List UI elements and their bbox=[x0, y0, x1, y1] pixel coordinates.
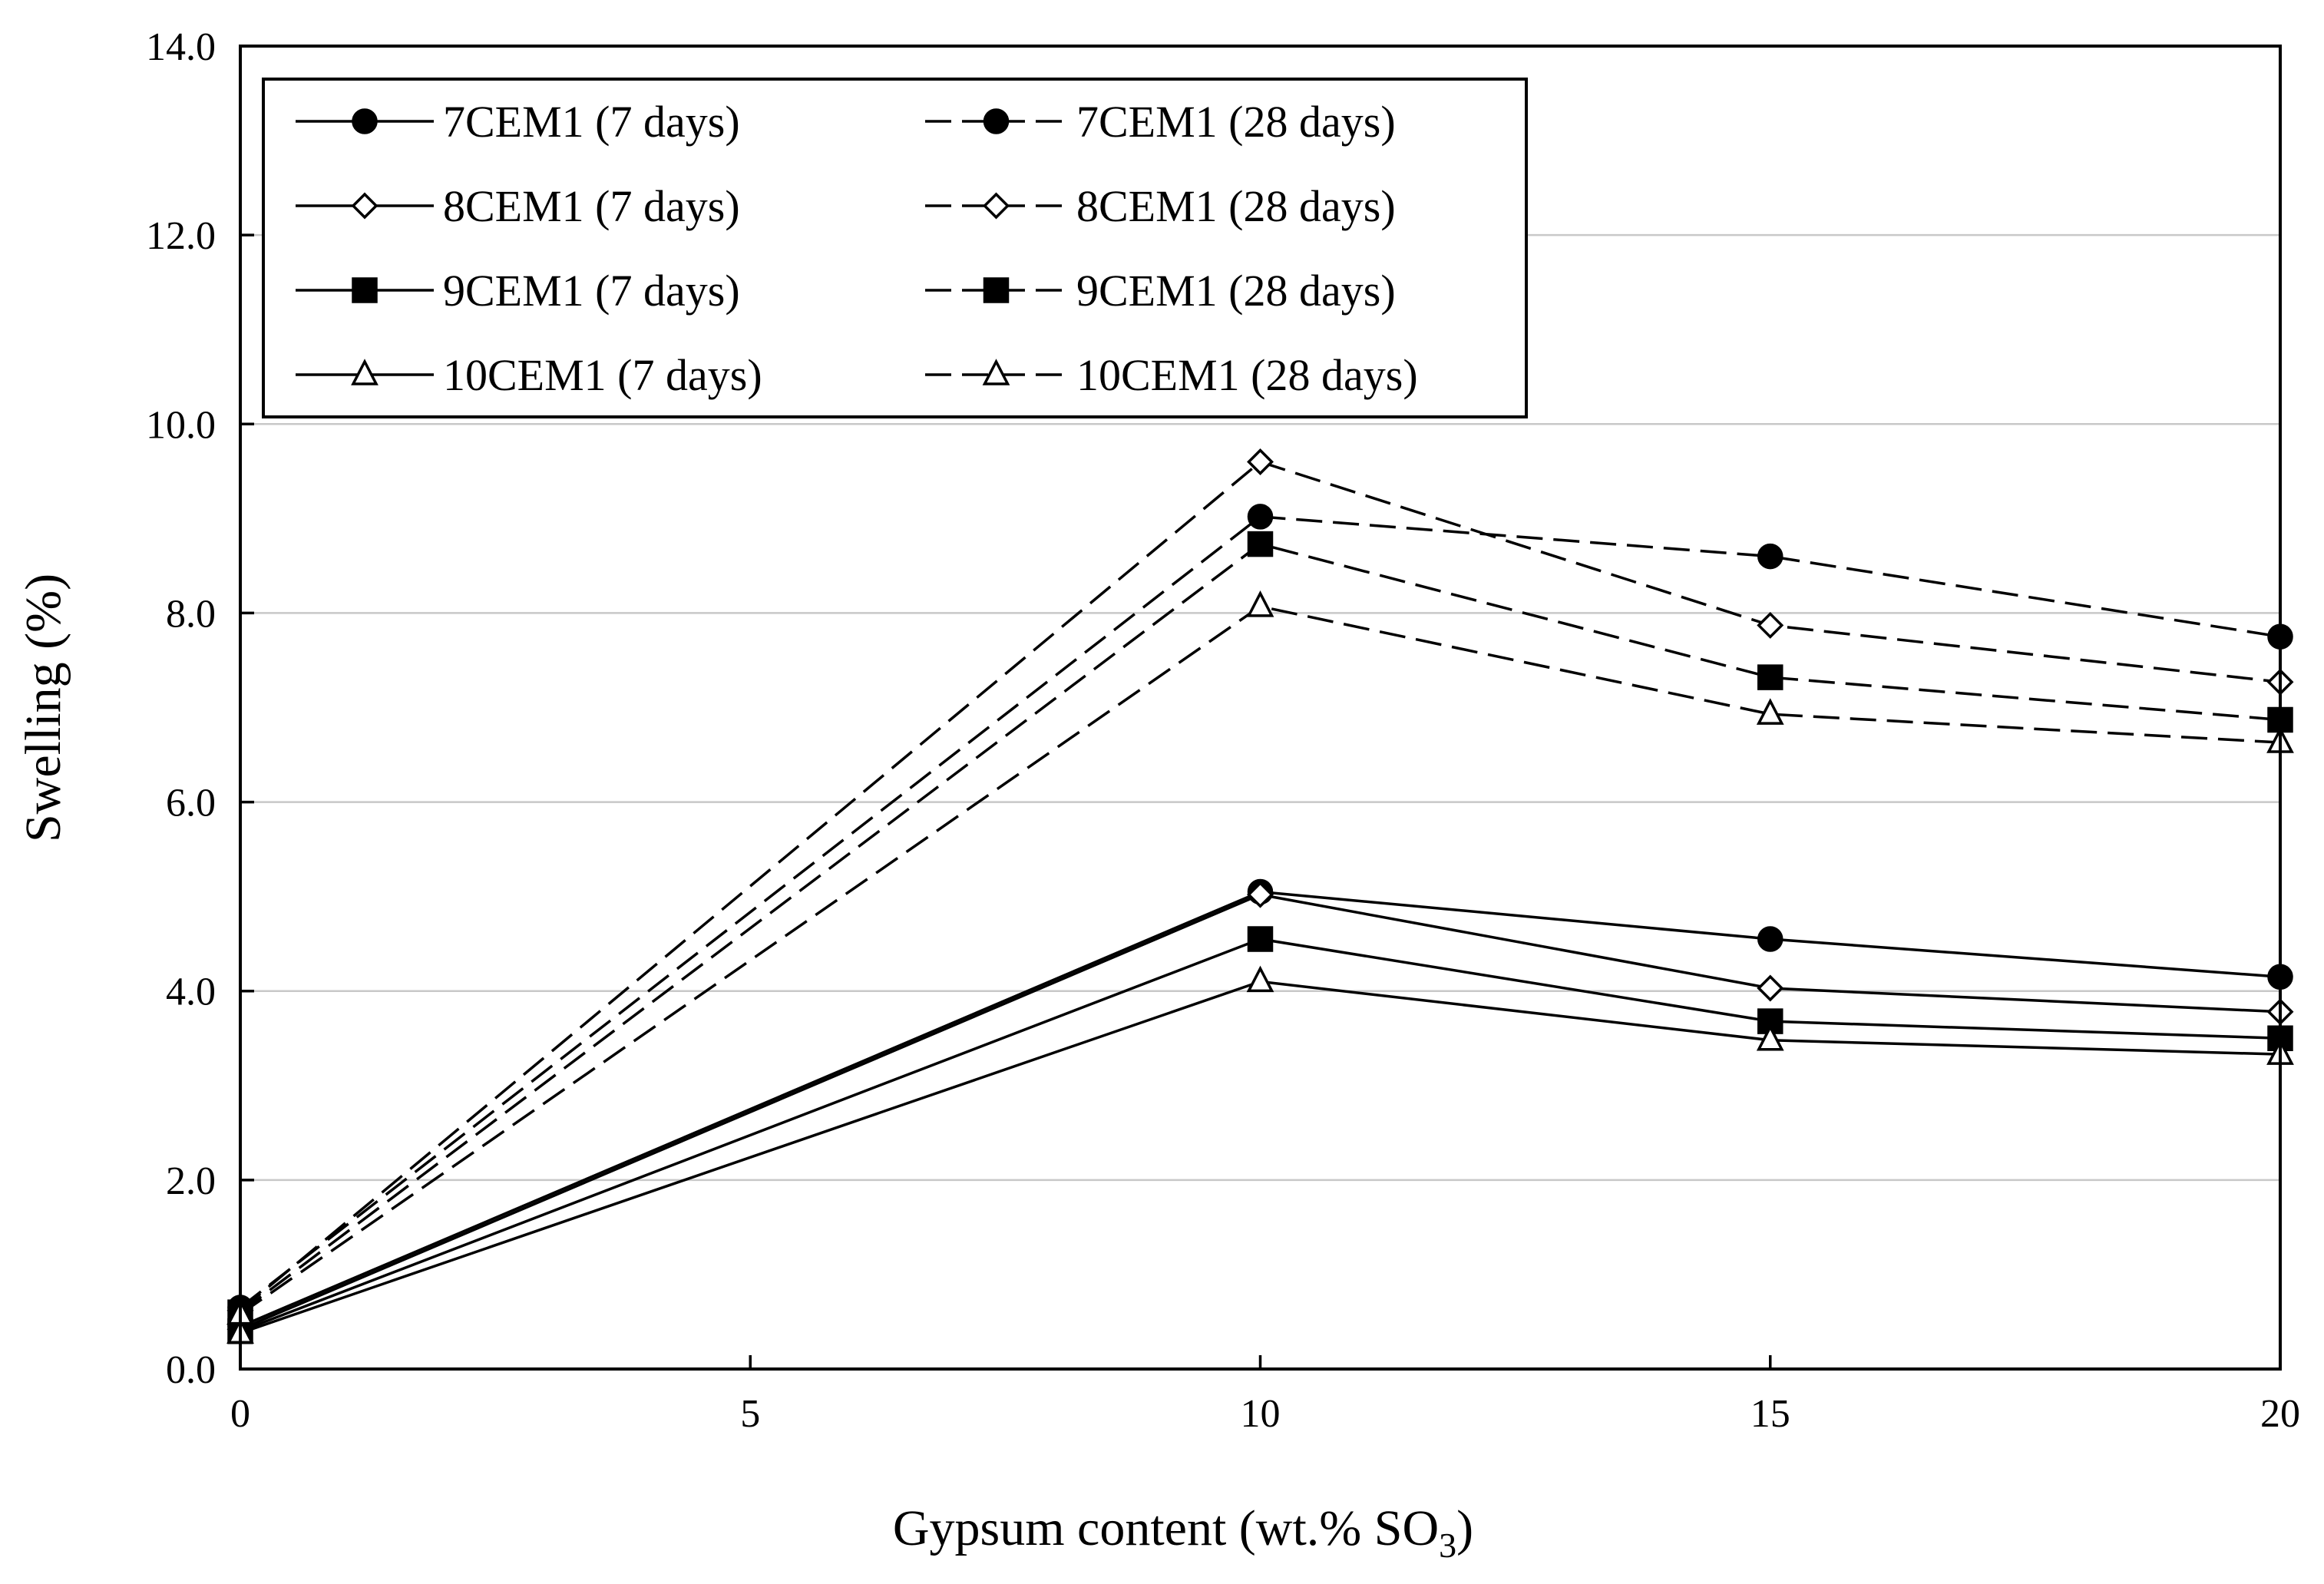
legend-label-10cem1-7-days: 10CEM1 (7 days) bbox=[443, 350, 762, 400]
x-tick-label-20: 20 bbox=[2260, 1392, 2300, 1436]
y-tick-label-4: 4.0 bbox=[166, 971, 216, 1014]
series-line-9cem1-7-days bbox=[240, 938, 2281, 1333]
point-9cem1-7-days-x10 bbox=[1247, 926, 1274, 952]
x-axis: 0 5 10 15 20 bbox=[230, 1355, 2300, 1436]
legend-label-8cem1-7-days: 8CEM1 (7 days) bbox=[443, 181, 740, 231]
point-10cem1-28-days-x10 bbox=[1246, 590, 1274, 617]
legend-marker-8cem1-7-days bbox=[351, 192, 379, 220]
x-tick-label-15: 15 bbox=[1750, 1392, 1790, 1436]
series-line-7cem1-7-days bbox=[240, 890, 2281, 1328]
point-8cem1-28-days-x15 bbox=[1757, 611, 1784, 639]
legend-marker-10cem1-7-days bbox=[351, 359, 379, 385]
point-10cem1-7-days-x10 bbox=[1246, 965, 1274, 993]
legend-label-9cem1-28-days: 9CEM1 (28 days) bbox=[1076, 266, 1396, 316]
series-line-8cem1-28-days bbox=[239, 460, 2281, 1312]
point-9cem1-28-days-x15 bbox=[1757, 664, 1783, 690]
legend-marker-8cem1-28-days bbox=[983, 192, 1010, 220]
point-8cem1-7-days-x15 bbox=[1757, 974, 1784, 1002]
point-9cem1-7-days-x15 bbox=[1757, 1008, 1783, 1034]
y-tick-label-6: 6.0 bbox=[166, 782, 216, 825]
legend-label-9cem1-7-days: 9CEM1 (7 days) bbox=[443, 266, 740, 316]
point-7cem1-7-days-x15 bbox=[1757, 926, 1783, 952]
y-tick-label-2: 2.0 bbox=[166, 1159, 216, 1203]
legend-marker-10cem1-28-days bbox=[982, 359, 1010, 385]
y-tick-label-0: 0.0 bbox=[166, 1348, 216, 1392]
series-line-10cem1-7-days bbox=[240, 980, 2281, 1334]
legend-label-10cem1-28-days: 10CEM1 (28 days) bbox=[1076, 350, 1418, 400]
x-tick-label-10: 10 bbox=[1241, 1392, 1281, 1436]
y-tick-label-14: 14.0 bbox=[146, 25, 216, 69]
x-axis-title: Gypsum content (wt.% SO3) bbox=[893, 1500, 1473, 1565]
point-10cem1-28-days-x15 bbox=[1756, 698, 1784, 725]
point-7cem1-28-days-x10 bbox=[1247, 504, 1274, 530]
point-10cem1-7-days-x15 bbox=[1756, 1023, 1784, 1051]
legend-label-8cem1-28-days: 8CEM1 (28 days) bbox=[1076, 181, 1396, 231]
point-7cem1-28-days-x15 bbox=[1757, 543, 1783, 570]
legend-label-7cem1-7-days: 7CEM1 (7 days) bbox=[443, 97, 740, 147]
legend-label-7cem1-28-days: 7CEM1 (28 days) bbox=[1076, 97, 1396, 147]
x-tick-label-5: 5 bbox=[740, 1392, 760, 1436]
y-tick-label-8: 8.0 bbox=[166, 592, 216, 636]
legend: 7CEM1 (7 days) 7CEM1 (28 days) 8CEM1 (7 da… bbox=[262, 78, 1528, 418]
legend-marker-7cem1-7-days bbox=[352, 108, 378, 134]
legend-marker-7cem1-28-days bbox=[983, 108, 1010, 134]
series-line-9cem1-28-days bbox=[239, 542, 2281, 1314]
y-axis: 0.0 2.0 4.0 6.0 8.0 10.0 12.0 14.0 bbox=[146, 25, 254, 1392]
x-tick-label-0: 0 bbox=[230, 1392, 250, 1436]
legend-marker-9cem1-28-days bbox=[983, 277, 1010, 303]
series-lines bbox=[239, 460, 2281, 1334]
y-tick-label-10: 10.0 bbox=[146, 403, 216, 447]
point-9cem1-28-days-x10 bbox=[1247, 531, 1274, 557]
point-8cem1-28-days-x10 bbox=[1247, 448, 1274, 475]
y-tick-label-12: 12.0 bbox=[146, 214, 216, 258]
point-8cem1-7-days-x10 bbox=[1247, 881, 1274, 908]
series-line-7cem1-28-days bbox=[239, 515, 2281, 1309]
y-axis-title: Swelling (%) bbox=[15, 574, 71, 842]
legend-marker-9cem1-7-days bbox=[352, 277, 378, 303]
series-line-8cem1-7-days bbox=[240, 893, 2281, 1331]
legend-box bbox=[262, 78, 1528, 418]
